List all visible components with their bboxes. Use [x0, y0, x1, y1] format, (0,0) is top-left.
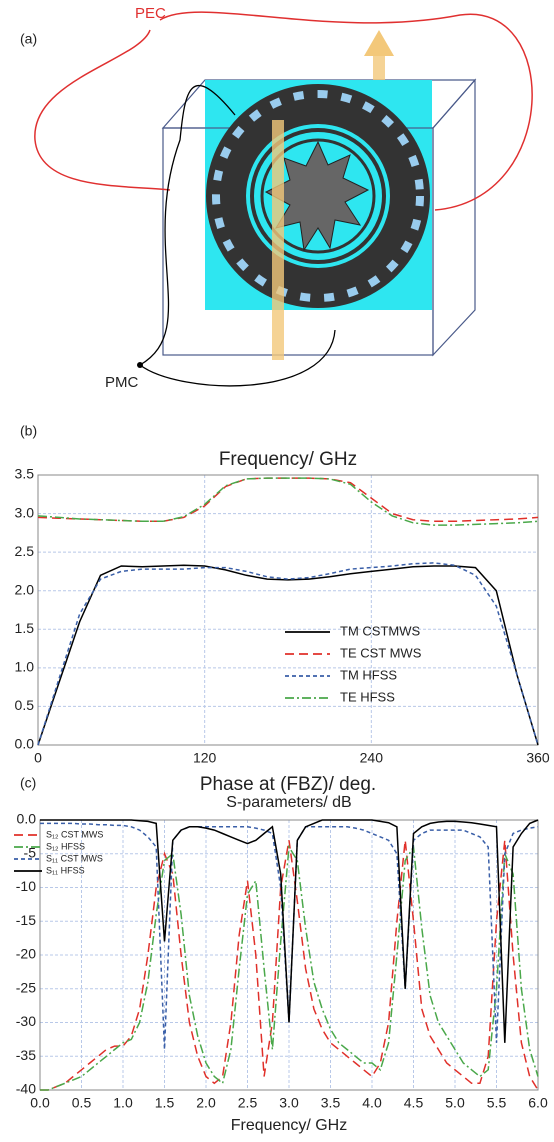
y-tick-label: 0.0	[17, 811, 37, 827]
y-tick-label: 0.0	[15, 736, 35, 752]
legend-label: S₁₂ HFSS	[46, 841, 85, 851]
y-tick-label: -20	[16, 946, 36, 962]
pmc-label: PMC	[105, 374, 139, 391]
panel-label: (a)	[20, 31, 37, 47]
y-tick-label: 3.0	[15, 504, 35, 520]
chart-title: S-parameters/ dB	[226, 794, 351, 811]
x-axis-label: Phase at (FBZ)/ deg.	[200, 774, 376, 795]
x-tick-label: 3.5	[321, 1095, 341, 1111]
x-tick-label: 1.0	[113, 1095, 133, 1111]
y-tick-label: 3.5	[15, 466, 35, 482]
y-tick-label: -10	[16, 878, 36, 894]
x-tick-label: 3.0	[279, 1095, 299, 1111]
x-tick-label: 5.5	[487, 1095, 507, 1111]
panel-label: (c)	[20, 775, 36, 791]
pmc-dot	[137, 362, 143, 368]
panel-a-diagram: (a) PEC PMC	[20, 5, 532, 391]
legend-label: TM CSTMWS	[340, 623, 420, 638]
x-tick-label: 0.0	[30, 1095, 50, 1111]
page: (a) PEC PMC (b) Frequency/ GHz Phase at (F…	[0, 0, 554, 1142]
plot-area	[38, 475, 538, 745]
y-tick-label: -30	[16, 1013, 36, 1029]
y-tick-label: 1.5	[15, 620, 35, 636]
cube-side	[433, 80, 475, 355]
x-tick-label: 4.5	[404, 1095, 424, 1111]
arrow-beam	[272, 120, 284, 360]
pec-label: PEC	[135, 5, 166, 22]
figure: (a) PEC PMC (b) Frequency/ GHz Phase at (F…	[0, 0, 554, 1137]
pec-arrow	[35, 30, 170, 190]
legend-label: TE HFSS	[340, 689, 395, 704]
x-axis-label: Frequency/ GHz	[231, 1117, 347, 1134]
x-tick-label: 4.0	[362, 1095, 382, 1111]
y-tick-label: 2.5	[15, 543, 35, 559]
arrow-head	[364, 30, 394, 56]
x-tick-label: 1.5	[155, 1095, 175, 1111]
y-tick-label: 1.0	[15, 659, 35, 675]
panel-label: (b)	[20, 423, 37, 439]
y-tick-label: -15	[16, 912, 36, 928]
x-tick-label: 240	[360, 750, 384, 766]
legend-label: S₁₁ CST MWS	[46, 853, 103, 863]
x-tick-label: 2.5	[238, 1095, 258, 1111]
x-tick-label: 6.0	[528, 1095, 548, 1111]
chart-title: Frequency/ GHz	[219, 449, 357, 470]
x-tick-label: 0.5	[72, 1095, 92, 1111]
legend-label: TE CST MWS	[340, 645, 422, 660]
legend-label: TM HFSS	[340, 667, 397, 682]
x-tick-label: 120	[193, 750, 217, 766]
y-tick-label: -35	[16, 1047, 36, 1063]
y-tick-label: -25	[16, 979, 36, 995]
y-tick-label: 0.5	[15, 697, 35, 713]
x-tick-label: 2.0	[196, 1095, 216, 1111]
x-tick-label: 360	[526, 750, 550, 766]
legend-label: S₁₁ HFSS	[46, 865, 85, 875]
x-tick-label: 5.0	[445, 1095, 465, 1111]
legend-label: S₁₂ CST MWS	[46, 829, 103, 839]
x-tick-label: 0	[34, 750, 42, 766]
y-tick-label: 2.0	[15, 581, 35, 597]
pmc-arrow	[140, 330, 335, 386]
